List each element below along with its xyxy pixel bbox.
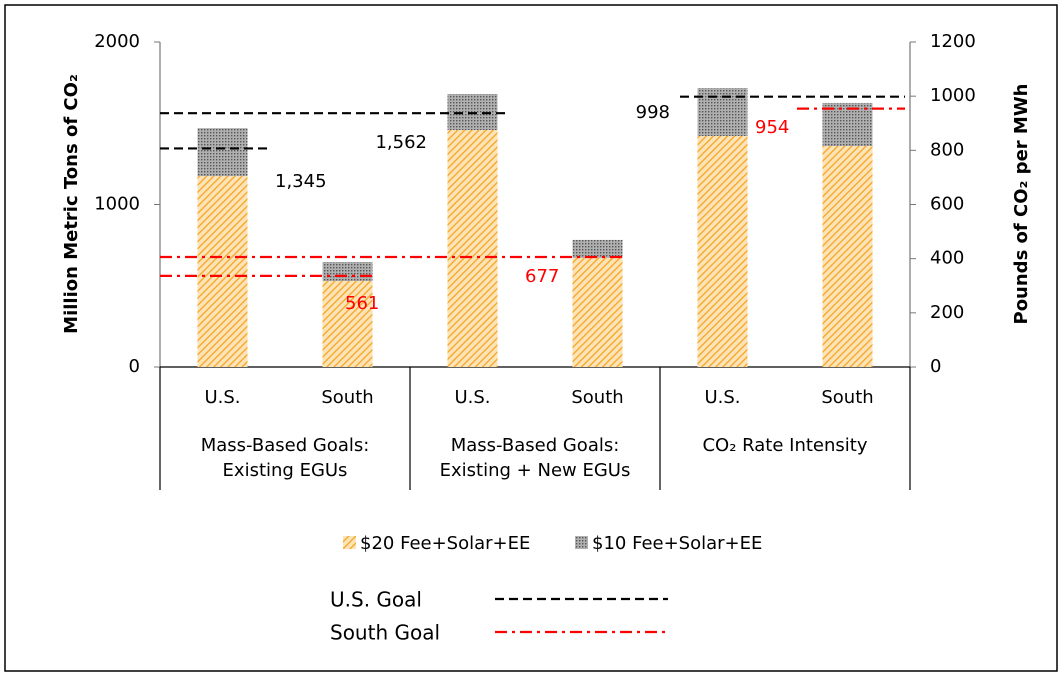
goal-label: 1,345 <box>275 171 327 192</box>
y2-tick-label: 0 <box>930 356 941 377</box>
y2-tick-label: 1200 <box>930 31 976 52</box>
bar-segment <box>197 176 248 367</box>
y2-tick-label: 400 <box>930 248 964 269</box>
goal-label: 677 <box>525 266 559 287</box>
y-axis-title: Million Metric Tons of CO₂ <box>61 74 82 334</box>
goal-label: 954 <box>755 117 789 138</box>
y2-tick-label: 800 <box>930 139 964 160</box>
legend-swatch <box>343 536 356 549</box>
bar-segment <box>572 257 623 367</box>
group-label: Mass-Based Goals: <box>201 435 370 456</box>
y-tick-label: 1000 <box>94 194 140 215</box>
group-label: CO₂ Rate Intensity <box>702 435 867 456</box>
bar-segment <box>822 146 873 367</box>
group-label: Mass-Based Goals: <box>451 435 620 456</box>
x-tick-label: South <box>571 387 623 408</box>
bar-segment <box>322 262 373 282</box>
x-tick-label: U.S. <box>704 387 740 408</box>
group-label: Existing EGUs <box>223 460 348 481</box>
group-label: Existing + New EGUs <box>440 460 631 481</box>
bar-segment <box>322 281 373 367</box>
y2-tick-label: 600 <box>930 194 964 215</box>
bar-segment <box>447 130 498 367</box>
bar-segment <box>572 239 623 258</box>
y2-tick-label: 200 <box>930 302 964 323</box>
frame <box>4 4 1058 672</box>
legend-label: South Goal <box>330 621 440 645</box>
y-tick-label: 2000 <box>94 31 140 52</box>
goal-label: 561 <box>345 293 379 314</box>
x-tick-label: U.S. <box>454 387 490 408</box>
x-tick-label: U.S. <box>204 387 240 408</box>
legend-swatch <box>575 536 588 549</box>
goal-label: 1,562 <box>375 132 427 153</box>
y2-axis-title: Pounds of CO₂ per MWh <box>1011 84 1032 325</box>
bar-segment <box>697 135 748 367</box>
legend-label: $20 Fee+Solar+EE <box>360 533 530 554</box>
legend-label: $10 Fee+Solar+EE <box>592 533 762 554</box>
bar-segment <box>822 102 873 146</box>
bar-segment <box>697 88 748 136</box>
legend-label: U.S. Goal <box>330 588 422 612</box>
x-tick-label: South <box>321 387 373 408</box>
y-tick-label: 0 <box>129 356 140 377</box>
goal-label: 998 <box>636 102 670 123</box>
bar-segment <box>447 94 498 131</box>
x-tick-label: South <box>821 387 873 408</box>
bar-segment <box>197 128 248 177</box>
y2-tick-label: 1000 <box>930 85 976 106</box>
